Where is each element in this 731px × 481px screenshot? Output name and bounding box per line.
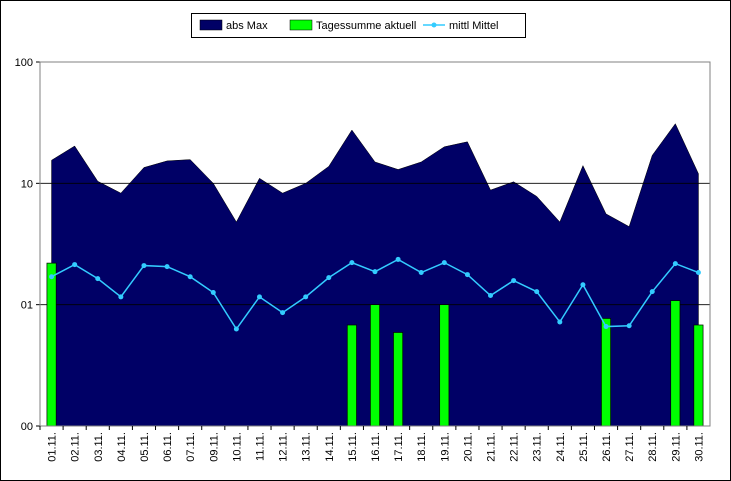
line-point (418, 270, 424, 276)
legend-swatch (431, 22, 437, 28)
line-point (441, 260, 447, 266)
legend-label: Tagessumme aktuell (316, 20, 416, 32)
line-point (280, 310, 286, 316)
x-tick-label: 24.11. (555, 432, 567, 462)
line-point (326, 275, 332, 281)
line-point (580, 282, 586, 288)
legend-label: abs Max (226, 20, 268, 32)
legend-swatch (289, 19, 313, 31)
x-tick-label: 15.11. (347, 432, 359, 462)
bar (439, 304, 450, 427)
line-point (534, 289, 540, 295)
x-tick-label: 13.11. (301, 432, 313, 462)
x-tick-label: 29.11. (670, 432, 682, 462)
bar (601, 318, 612, 427)
x-tick-label: 22.11. (509, 432, 521, 462)
line-point (464, 272, 470, 278)
x-tick-label: 03.11. (93, 432, 105, 462)
y-tick-label: 01 (21, 300, 33, 312)
line-point (187, 274, 193, 280)
x-tick-label: 20.11. (462, 432, 474, 462)
x-tick-label: 02.11. (70, 432, 82, 462)
x-tick-label: 18.11. (416, 432, 428, 462)
legend-box (191, 13, 526, 38)
line-point (672, 261, 678, 267)
x-tick-label: 04.11. (116, 432, 128, 462)
x-tick-label: 01.11. (47, 432, 59, 462)
x-tick-label: 17.11. (393, 432, 405, 462)
area (51, 123, 699, 427)
x-tick-label: 27.11. (624, 432, 636, 462)
bar (46, 262, 57, 427)
line-point (256, 294, 262, 300)
line-point (95, 276, 101, 282)
bar (346, 324, 357, 427)
bar (693, 324, 704, 427)
x-tick-label: 16.11. (370, 432, 382, 462)
x-tick-label: 07.11. (185, 432, 197, 462)
x-tick-label: 25.11. (578, 432, 590, 462)
x-tick-label: 23.11. (532, 432, 544, 462)
line-point (395, 256, 401, 262)
line-point (372, 269, 378, 275)
x-tick-label: 11.11. (254, 432, 266, 461)
x-tick-label: 05.11. (139, 432, 151, 462)
line-point (164, 264, 170, 270)
plot-border (39, 61, 711, 427)
line-point (603, 324, 609, 330)
x-tick-label: 26.11. (601, 432, 613, 462)
bar (670, 300, 681, 427)
line-point (488, 293, 494, 299)
legend-label: mittl Mittel (449, 20, 499, 32)
line-point (303, 294, 309, 300)
x-tick-label: 19.11. (439, 432, 451, 462)
x-tick-label: 21.11. (486, 432, 498, 462)
x-tick-label: 12.11. (278, 432, 290, 462)
y-tick-label: 10 (21, 178, 33, 190)
bar (393, 332, 404, 427)
y-tick-label: 100 (15, 57, 33, 69)
x-tick-label: 14.11. (324, 432, 336, 462)
line-point (141, 263, 147, 269)
x-tick-label: 30.11. (693, 432, 705, 462)
x-tick-label: 09.11. (208, 432, 220, 462)
line-point (210, 289, 216, 295)
line-point (118, 294, 124, 300)
line-point (511, 278, 517, 284)
line-point (649, 289, 655, 295)
line-point (695, 270, 701, 276)
line-point (626, 323, 632, 329)
bar (370, 304, 380, 427)
line-point (233, 326, 239, 332)
legend-swatch (199, 19, 223, 31)
y-tick-label: 00 (21, 421, 33, 433)
x-tick-label: 28.11. (647, 432, 659, 462)
x-tick-label: 10.11. (231, 432, 243, 462)
line-point (349, 260, 355, 266)
x-tick-label: 06.11. (162, 432, 174, 462)
line-point (49, 274, 55, 280)
line-point (557, 319, 563, 325)
line-point (72, 262, 78, 268)
